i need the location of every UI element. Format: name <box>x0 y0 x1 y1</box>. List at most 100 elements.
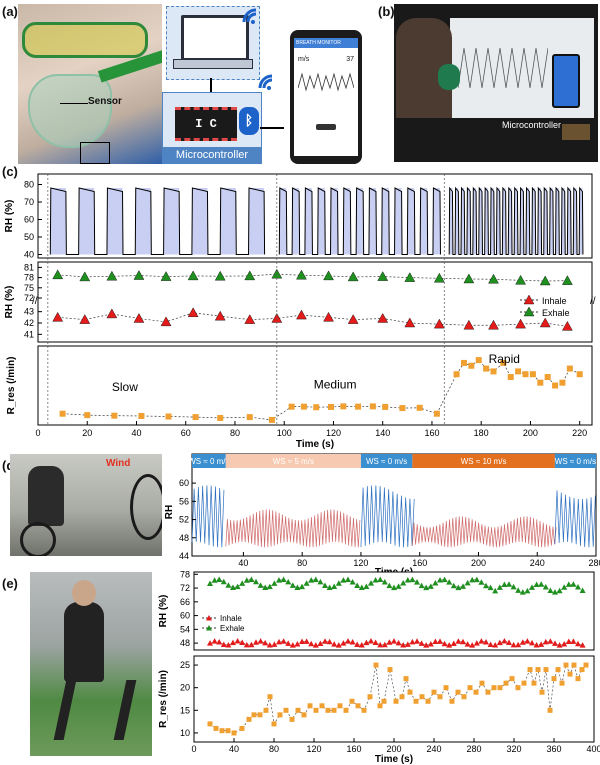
e2-point <box>313 707 319 713</box>
e2-point <box>307 703 313 709</box>
d-xtick-label: 280 <box>588 558 600 568</box>
phone-waveform <box>298 72 354 92</box>
e1-legend-label: Inhale <box>220 614 242 623</box>
e2-ytick-label: 15 <box>180 705 190 715</box>
e1-point-exhale <box>239 580 246 586</box>
e2-point <box>289 716 295 722</box>
d-xtick-label: 80 <box>297 558 307 568</box>
c2-point-exhale <box>488 273 499 284</box>
d-wind-band-label: WS ≈ 5 m/s <box>273 457 314 466</box>
e1-point-inhale <box>464 641 471 647</box>
c3-point <box>217 414 224 421</box>
e2-xlabel: Time (s) <box>375 754 413 765</box>
e1-point-exhale <box>446 579 453 585</box>
c2-frame <box>37 261 593 343</box>
e1-point-inhale <box>312 642 319 648</box>
c1-breath-fill <box>473 188 477 255</box>
e1-point-exhale <box>308 577 315 583</box>
c3-annotation: Rapid <box>489 352 520 366</box>
e1-point-exhale <box>464 579 471 586</box>
e1-point-inhale <box>299 638 305 645</box>
e1-point-inhale <box>262 639 269 646</box>
e1-point-inhale <box>303 638 310 644</box>
wifi-icon-mid <box>258 74 273 90</box>
c3-annotation: Slow <box>112 380 138 394</box>
e2-point <box>551 676 557 682</box>
c1-breath-fill <box>420 188 428 255</box>
e2-xtick-label: 40 <box>229 744 239 754</box>
e1-point-exhale <box>386 582 393 589</box>
e1-point-exhale <box>340 577 347 583</box>
e1-point-inhale <box>542 638 549 645</box>
c2-line-inhale <box>57 312 568 327</box>
c1-breath-fill <box>579 188 583 255</box>
e2-point <box>373 662 379 668</box>
d-rh-series-0 <box>191 485 225 548</box>
d-wind-band-label: WS ≈ 10 m/s <box>461 457 507 466</box>
e2-point <box>579 667 585 673</box>
c1-breath-fill <box>343 188 351 255</box>
c1-breath-fill <box>292 188 300 255</box>
c2-point-exhale <box>106 270 118 281</box>
e2-point <box>381 698 387 704</box>
c3-point <box>475 357 482 364</box>
c3-point <box>537 379 544 386</box>
arrow-up <box>210 78 212 92</box>
e2-xtick-label: 320 <box>506 744 521 754</box>
e2-point <box>207 721 213 727</box>
c1-breath-fill <box>502 188 506 255</box>
e2-point <box>509 676 515 682</box>
c2-point-inhale <box>515 318 526 329</box>
e1-point-exhale <box>262 584 269 591</box>
d-ytick-label: 44 <box>179 551 189 561</box>
e2-point <box>535 667 541 673</box>
c2-point-exhale <box>463 273 475 284</box>
e1-point-exhale <box>381 579 388 585</box>
sensor-highlight-box <box>80 142 110 164</box>
e1-point-exhale <box>418 582 425 589</box>
e2-point <box>355 703 361 709</box>
d-wind-band <box>554 454 596 468</box>
d-xtick-label: 240 <box>530 558 545 568</box>
c3-point <box>300 403 307 410</box>
e1-point-exhale <box>529 584 535 590</box>
e2-xtick-label: 280 <box>466 744 481 754</box>
e1-point-inhale <box>331 641 338 647</box>
e1-point-inhale <box>552 640 558 646</box>
c2-point-inhale <box>244 314 256 324</box>
c1-breath-fill <box>556 188 559 255</box>
phone-reading-1: m/s <box>298 56 310 63</box>
c1-breath-fill <box>369 188 376 255</box>
e1-point-exhale <box>285 578 292 585</box>
running-photo <box>30 572 152 756</box>
e1-point-exhale <box>515 587 522 593</box>
e1-point-inhale <box>377 641 384 648</box>
phone-title: BREATH MONITOR <box>294 38 358 48</box>
e1-point-inhale <box>473 640 480 646</box>
e2-point <box>467 685 473 691</box>
e1-point-inhale <box>404 641 411 647</box>
e1-point-inhale <box>460 638 466 645</box>
e1-point-exhale <box>538 581 545 587</box>
e1-point-inhale <box>529 639 535 646</box>
e2-ytick-label: 20 <box>180 683 190 693</box>
e1-point-exhale <box>216 576 223 582</box>
e2-point <box>449 698 455 704</box>
chart-d: WS ≈ 0 m/s WS ≈ 5 m/s WS ≈ 0 m/s WS ≈ 10 m/… <box>164 453 600 574</box>
mask <box>28 74 112 148</box>
c2-point-exhale <box>434 272 445 283</box>
c3-point <box>460 359 467 366</box>
c2-point-exhale <box>539 275 551 286</box>
goggles <box>22 22 148 58</box>
c2-point-inhale <box>187 307 199 318</box>
c1-breath-fill <box>382 188 389 255</box>
e2-point <box>301 712 307 718</box>
e2-xtick-label: 120 <box>306 744 321 754</box>
c2-point-exhale <box>244 270 256 281</box>
d-xtick-label: 40 <box>238 558 248 568</box>
e1-legend-marker <box>206 615 212 621</box>
c3-point <box>288 403 295 410</box>
c3-point <box>399 405 406 412</box>
e2-point <box>295 707 301 713</box>
e1-point-inhale <box>395 639 402 646</box>
